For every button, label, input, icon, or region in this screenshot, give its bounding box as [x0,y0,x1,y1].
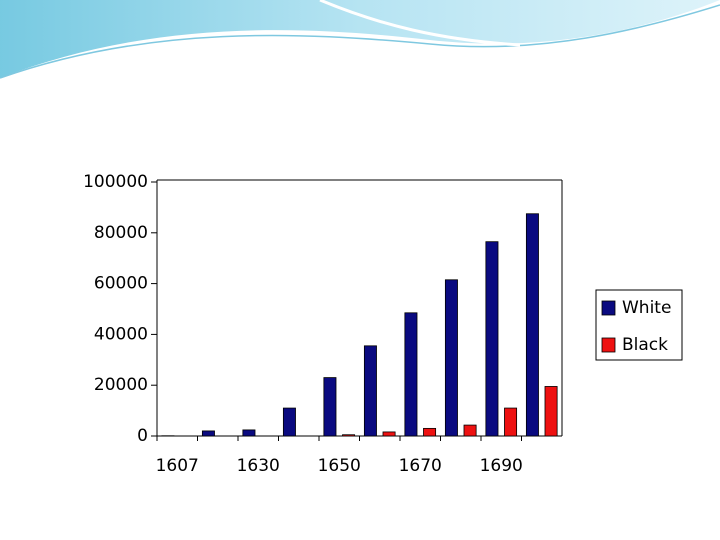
y-tick-label: 40000 [94,324,148,344]
y-tick-label: 0 [137,426,148,446]
legend-label: Black [622,335,668,355]
bar [382,431,396,437]
x-tick-label: 1670 [399,456,442,476]
x-tick-label: 1630 [237,456,280,476]
legend-label: White [622,298,671,318]
y-tick-label: 60000 [94,274,148,294]
y-tick-label: 80000 [94,223,148,243]
bar [544,386,558,437]
bar [201,430,215,437]
bar [485,241,499,437]
bar [363,345,377,437]
bar [323,377,337,437]
x-tick-label: 1607 [156,456,199,476]
header-decoration [0,0,720,79]
x-tick-label: 1650 [318,456,361,476]
bar [444,279,458,437]
y-tick-label: 100000 [83,172,148,192]
bar [342,434,356,437]
bar [404,312,418,437]
bar [423,427,437,437]
bar [463,424,477,437]
legend-swatch [601,337,616,353]
bar [242,429,256,437]
bar [525,213,539,437]
bar [282,407,296,437]
legend-swatch [601,300,616,316]
x-tick-label: 1690 [480,456,523,476]
bar [504,407,518,437]
y-tick-label: 20000 [94,375,148,395]
